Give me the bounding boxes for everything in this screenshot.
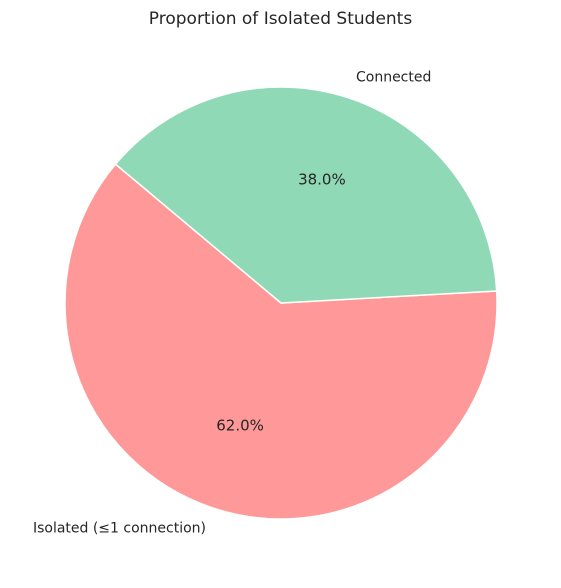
chart-title: Proportion of Isolated Students (149, 9, 413, 29)
pie-slice-isolated-1-connection (64, 163, 498, 520)
pie-labels: Isolated (≤1 connection) 62.0% Connected 38… (33, 70, 431, 537)
slice-label-isolated-1-connection: Isolated (≤1 connection) (33, 520, 206, 536)
pie-slice-connected (114, 86, 498, 304)
slice-percent-connected: 38.0% (298, 171, 346, 189)
pie-slices (64, 86, 498, 520)
slice-label-connected: Connected (356, 70, 431, 86)
slice-percent-isolated-1-connection: 62.0% (216, 416, 264, 434)
